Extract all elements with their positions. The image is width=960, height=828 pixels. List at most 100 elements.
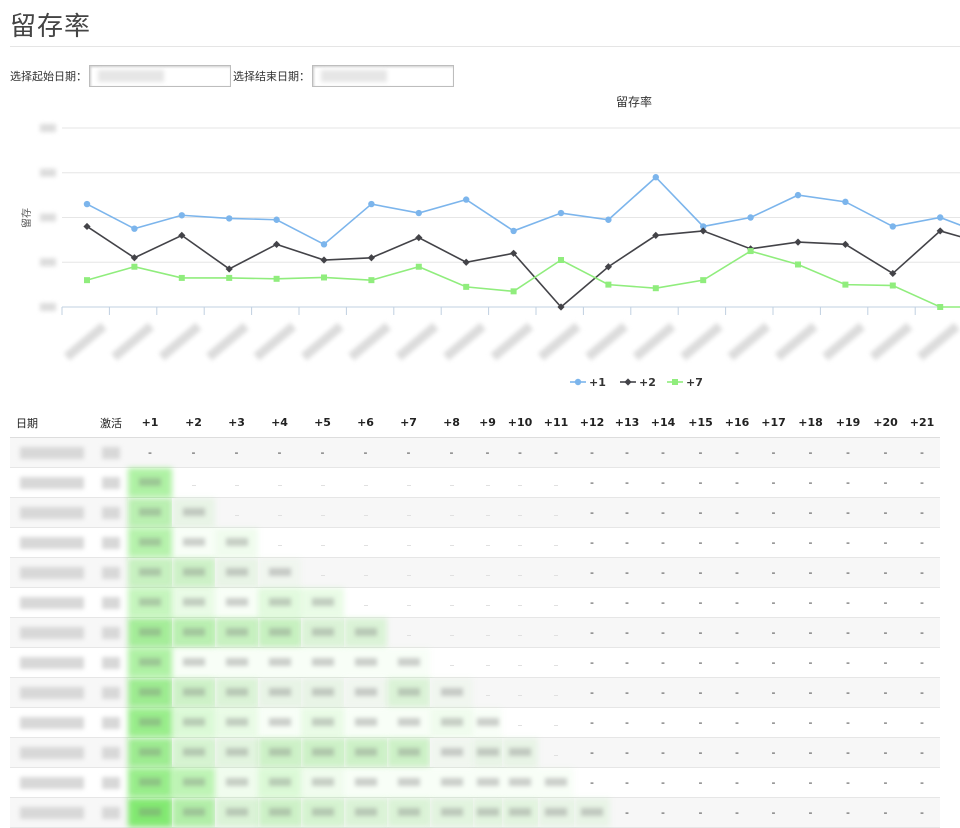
data-point [747, 214, 753, 220]
empty-cell [473, 468, 502, 498]
x-tick-label [159, 323, 202, 361]
empty-cell [258, 468, 301, 498]
dash-cell: - [755, 648, 792, 678]
retention-value-cell [430, 768, 473, 798]
diamond-marker-icon [624, 378, 631, 385]
dash-cell: - [574, 528, 610, 558]
y-tick-label [40, 258, 56, 266]
dash-cell: - [719, 468, 755, 498]
dash-cell: - [755, 678, 792, 708]
retention-value-cell [344, 708, 387, 738]
empty-cell [538, 558, 574, 588]
retention-value-cell [128, 588, 172, 618]
empty-cell [344, 558, 387, 588]
data-point [653, 174, 659, 180]
x-tick-label [538, 323, 581, 361]
empty-cell [430, 588, 473, 618]
column-header: +2 [172, 408, 215, 438]
dash-cell: - [829, 798, 867, 828]
column-header: +4 [258, 408, 301, 438]
data-point [273, 241, 280, 248]
retention-value-cell [215, 768, 258, 798]
empty-cell [538, 678, 574, 708]
dash-cell: - [644, 498, 682, 528]
title-divider [10, 46, 960, 47]
dash-cell: - [644, 558, 682, 588]
dash-cell: - [904, 468, 940, 498]
retention-value-cell [387, 768, 430, 798]
retention-value-cell [215, 798, 258, 828]
legend-label: +7 [686, 376, 703, 389]
retention-value-cell [172, 528, 215, 558]
retention-value-cell [215, 648, 258, 678]
dash-cell: - [574, 618, 610, 648]
column-header: +19 [829, 408, 867, 438]
x-tick-label [348, 323, 391, 361]
dash-cell: - [644, 588, 682, 618]
empty-cell [301, 498, 344, 528]
dash-cell: - [538, 438, 574, 468]
dash-cell: - [682, 558, 719, 588]
dash-cell: - [904, 498, 940, 528]
date-cell [10, 768, 94, 798]
dash-cell: - [867, 678, 904, 708]
empty-cell [538, 498, 574, 528]
dash-cell: - [867, 738, 904, 768]
x-tick-label [301, 323, 344, 361]
retention-value-cell [128, 468, 172, 498]
retention-value-cell [301, 588, 344, 618]
retention-value-cell [128, 768, 172, 798]
empty-cell [538, 528, 574, 558]
dash-cell: - [867, 498, 904, 528]
x-tick-label [64, 323, 107, 361]
empty-cell [387, 558, 430, 588]
data-point [321, 274, 327, 280]
dash-cell: - [644, 708, 682, 738]
empty-cell [538, 468, 574, 498]
data-point [795, 261, 801, 267]
column-header: +5 [301, 408, 344, 438]
x-tick-label [680, 323, 723, 361]
empty-cell [258, 498, 301, 528]
dash-cell: - [904, 798, 940, 828]
retention-value-cell [128, 648, 172, 678]
date-cell [10, 438, 94, 468]
dash-cell: - [574, 438, 610, 468]
data-point [842, 241, 849, 248]
date-cell [10, 588, 94, 618]
dash-cell: - [172, 438, 215, 468]
end-date-input[interactable] [312, 65, 454, 87]
data-point [273, 217, 279, 223]
activation-cell [94, 588, 128, 618]
retention-value-cell [172, 798, 215, 828]
table-row: ---------- [10, 708, 940, 738]
date-cell [10, 528, 94, 558]
dash-cell: - [682, 438, 719, 468]
x-tick-label [822, 323, 865, 361]
dash-cell: - [574, 678, 610, 708]
retention-value-cell [387, 798, 430, 828]
retention-value-cell [344, 618, 387, 648]
date-cell [10, 558, 94, 588]
dash-cell: - [904, 708, 940, 738]
table-row: ---------- [10, 678, 940, 708]
retention-value-cell [258, 678, 301, 708]
start-date-input[interactable] [89, 65, 231, 87]
retention-value-cell [301, 738, 344, 768]
retention-value-cell [430, 678, 473, 708]
activation-cell [94, 498, 128, 528]
empty-cell [473, 648, 502, 678]
dash-cell: - [644, 768, 682, 798]
dash-cell: - [430, 438, 473, 468]
retention-value-cell [301, 678, 344, 708]
dash-cell: - [682, 798, 719, 828]
dash-cell: - [829, 708, 867, 738]
dash-cell: - [719, 648, 755, 678]
retention-value-cell [258, 558, 301, 588]
dash-cell: - [829, 678, 867, 708]
empty-cell [301, 468, 344, 498]
retention-value-cell [502, 738, 538, 768]
dash-cell: - [792, 528, 829, 558]
dash-cell: - [610, 648, 644, 678]
